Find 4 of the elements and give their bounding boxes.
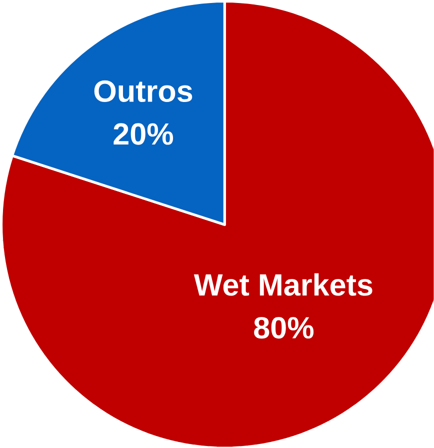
data-label: 80% [254, 316, 314, 339]
data-label: 20% [114, 123, 174, 145]
slice-label: Wet Markets [194, 273, 372, 296]
slice-label: Outros [94, 80, 192, 102]
